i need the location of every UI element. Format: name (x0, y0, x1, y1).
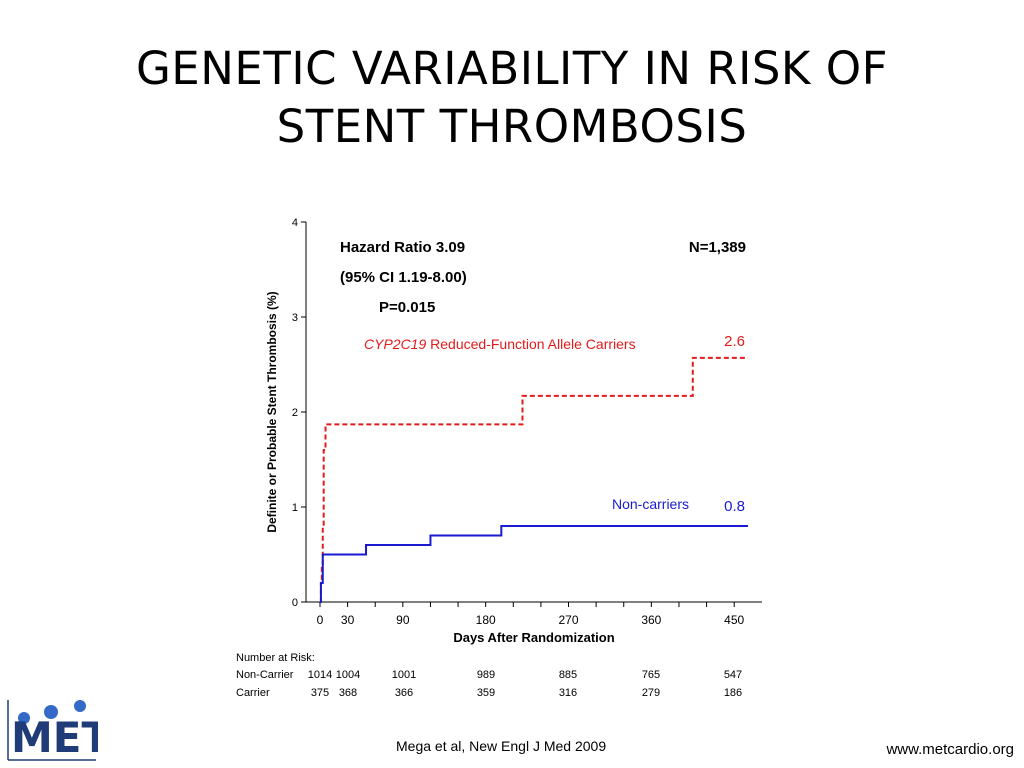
risk-table-cell: 279 (642, 687, 660, 699)
y-axis-label: Definite or Probable Stent Thrombosis (%… (265, 291, 279, 532)
noncarriers-end-value: 0.8 (724, 498, 745, 515)
series-line-noncarriers (319, 525, 748, 603)
legend-carriers-label: CYP2C19 Reduced-Function Allele Carriers (364, 336, 636, 352)
y-tick-label: 4 (292, 217, 298, 229)
met-logo-icon: MET (7, 700, 98, 762)
risk-table-cell: 1001 (392, 669, 416, 681)
carriers-end-value: 2.6 (724, 333, 745, 350)
slide-title-line-1: GENETIC VARIABILITY IN RISK OF (135, 42, 889, 95)
x-tick-label: 270 (559, 613, 579, 627)
x-tick-label: 90 (396, 613, 410, 627)
risk-table-cell: 366 (395, 687, 413, 699)
slide-title: GENETIC VARIABILITY IN RISK OF STENT THR… (40, 40, 984, 156)
risk-table-cell: 1004 (336, 669, 360, 681)
risk-row-label: Carrier (236, 687, 270, 699)
n-label: N=1,389 (689, 239, 746, 256)
y-tick-label: 3 (292, 312, 298, 324)
x-tick-label: 450 (724, 613, 744, 627)
x-tick-label: 360 (641, 613, 661, 627)
ci-label: (95% CI 1.19-8.00) (340, 269, 467, 286)
y-tick-label: 1 (292, 502, 298, 514)
x-axis-label: Days After Randomization (453, 630, 614, 645)
risk-table-header: Number at Risk: (236, 652, 315, 664)
risk-table-cell: 1014 (308, 669, 332, 681)
p-value-label: P=0.015 (379, 299, 435, 316)
x-tick-label: 180 (476, 613, 496, 627)
svg-text:MET: MET (11, 713, 98, 762)
y-tick-label: 2 (292, 407, 298, 419)
risk-table-cell: 765 (642, 669, 660, 681)
risk-table-cell: 989 (477, 669, 495, 681)
slide-title-line-2: STENT THROMBOSIS (276, 100, 748, 153)
series-line-carriers (319, 356, 748, 603)
risk-table-cell: 375 (311, 687, 329, 699)
citation-caption: Mega et al, New Engl J Med 2009 (396, 738, 607, 754)
risk-table-cell: 885 (559, 669, 577, 681)
risk-table-cell: 316 (559, 687, 577, 699)
risk-row-label: Non-Carrier (236, 669, 294, 681)
risk-table-cell: 547 (724, 669, 742, 681)
risk-table-cell: 359 (477, 687, 495, 699)
hazard-ratio-label: Hazard Ratio 3.09 (340, 239, 465, 256)
risk-table-cell: 368 (339, 687, 357, 699)
legend-noncarriers-label: Non-carriers (612, 496, 689, 512)
y-tick-label: 0 (292, 597, 298, 609)
risk-table-cell: 186 (724, 687, 742, 699)
website-link[interactable]: www.metcardio.org (886, 741, 1014, 758)
x-tick-label: 30 (341, 613, 355, 627)
x-tick-label: 0 (317, 613, 324, 627)
